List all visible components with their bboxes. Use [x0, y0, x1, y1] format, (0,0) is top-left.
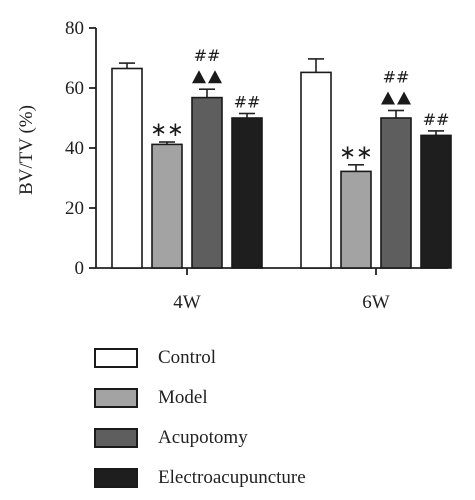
significance-label: ∗∗ — [339, 140, 373, 164]
legend-swatch — [94, 428, 138, 448]
bar-control-6w — [300, 71, 332, 269]
bar-electroacupuncture-4w — [231, 117, 263, 269]
significance-label: ## — [194, 46, 221, 65]
x-tick-label: 6W — [362, 292, 390, 313]
x-tick-label: 4W — [173, 292, 201, 313]
bar-chart: 0 20 40 60 80 4W 6W ∗∗ ## ## ∗∗ ## ## BV/TV (%) — [16, 18, 452, 313]
y-tick-label: 60 — [65, 78, 84, 99]
triangle-marker-icon — [397, 91, 411, 105]
bar-electroacupuncture-6w — [420, 134, 452, 269]
triangle-marker-icon — [208, 70, 222, 84]
x-axis: 4W 6W — [96, 267, 448, 313]
legend-swatch — [94, 468, 138, 488]
triangle-marker-icon — [381, 91, 395, 105]
legend-item-model: Model — [94, 378, 306, 418]
legend-item-acupotomy: Acupotomy — [94, 418, 306, 458]
bar-acupotomy-4w — [191, 96, 223, 269]
legend-label: Electroacupuncture — [158, 467, 306, 488]
significance-label: ∗∗ — [150, 117, 184, 141]
legend-swatch — [94, 348, 138, 368]
legend-label: Acupotomy — [158, 427, 248, 448]
y-tick-label: 0 — [75, 258, 85, 279]
legend-item-electroacupuncture: Electroacupuncture — [94, 458, 306, 498]
legend-label: Control — [158, 347, 217, 368]
legend-swatch — [94, 388, 138, 408]
bar-model-4w — [151, 143, 183, 269]
y-axis-label: BV/TV (%) — [16, 105, 37, 195]
y-tick-label: 80 — [65, 18, 84, 39]
y-tick-label: 40 — [65, 138, 84, 159]
triangle-marker-icon — [192, 70, 206, 84]
significance-label: ## — [423, 110, 450, 129]
legend: Control Model Acupotomy Electroacupuncture — [94, 338, 306, 498]
y-axis: 0 20 40 60 80 — [65, 18, 97, 279]
significance-label: ## — [383, 68, 410, 87]
y-tick-label: 20 — [65, 198, 84, 219]
bar-control-4w — [111, 67, 143, 269]
bar-model-6w — [340, 170, 372, 269]
bar-acupotomy-6w — [380, 117, 412, 269]
legend-label: Model — [158, 387, 208, 408]
bars: ∗∗ ## ## ∗∗ ## ## — [111, 46, 452, 269]
legend-item-control: Control — [94, 338, 306, 378]
significance-label: ## — [234, 93, 261, 112]
